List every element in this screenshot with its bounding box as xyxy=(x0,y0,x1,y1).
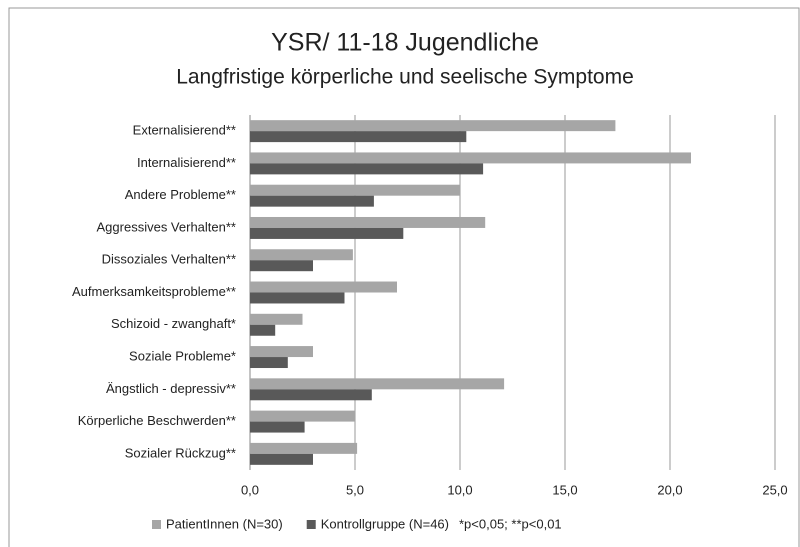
bar xyxy=(250,216,486,228)
bar xyxy=(250,152,691,164)
bar xyxy=(250,346,313,358)
y-tick-label: Sozialer Rückzug** xyxy=(125,445,236,460)
bar xyxy=(250,453,313,465)
x-tick-label: 15,0 xyxy=(552,482,577,497)
bar xyxy=(250,292,345,304)
bar xyxy=(250,378,505,390)
y-tick-label: Soziale Probleme* xyxy=(129,348,236,363)
legend-swatch xyxy=(306,520,316,529)
bar xyxy=(250,357,288,369)
chart-subtitle: Langfristige körperliche und seelische S… xyxy=(176,66,634,89)
x-tick-label: 0,0 xyxy=(241,482,259,497)
chart-title: YSR/ 11-18 Jugendliche xyxy=(271,29,539,57)
bar xyxy=(250,260,313,272)
bar xyxy=(250,313,303,325)
x-tick-label: 10,0 xyxy=(447,482,472,497)
bar xyxy=(250,410,355,422)
y-tick-label: Schizoid - zwanghaft* xyxy=(111,316,236,331)
bar xyxy=(250,195,374,207)
y-tick-label: Körperliche Beschwerden** xyxy=(78,413,236,428)
bar xyxy=(250,442,358,454)
y-tick-label: Andere Probleme** xyxy=(125,187,236,202)
bar xyxy=(250,163,484,175)
y-tick-label: Internalisierend** xyxy=(137,155,236,170)
y-tick-label: Externalisierend** xyxy=(133,123,236,138)
bar xyxy=(250,120,616,132)
legend-label: PatientInnen (N=30) xyxy=(166,516,283,531)
chart-frame xyxy=(8,7,800,547)
bar xyxy=(250,389,372,401)
bar xyxy=(250,249,353,261)
bar xyxy=(250,227,404,239)
legend-label: Kontrollgruppe (N=46) xyxy=(321,516,449,531)
bar xyxy=(250,131,467,143)
x-tick-label: 25,0 xyxy=(762,482,787,497)
bar xyxy=(250,281,397,293)
bar xyxy=(250,184,460,196)
y-tick-label: Dissoziales Verhalten** xyxy=(102,252,236,267)
x-tick-label: 5,0 xyxy=(346,482,364,497)
bar xyxy=(250,324,276,336)
legend-swatch xyxy=(152,520,161,529)
y-tick-label: Aufmerksamkeitsprobleme** xyxy=(72,284,236,299)
bar xyxy=(250,421,305,433)
legend-note: *p<0,05; **p<0,01 xyxy=(459,516,562,531)
x-tick-label: 20,0 xyxy=(657,482,682,497)
y-tick-label: Aggressives Verhalten** xyxy=(97,219,236,234)
y-tick-label: Ängstlich - depressiv** xyxy=(106,381,236,396)
